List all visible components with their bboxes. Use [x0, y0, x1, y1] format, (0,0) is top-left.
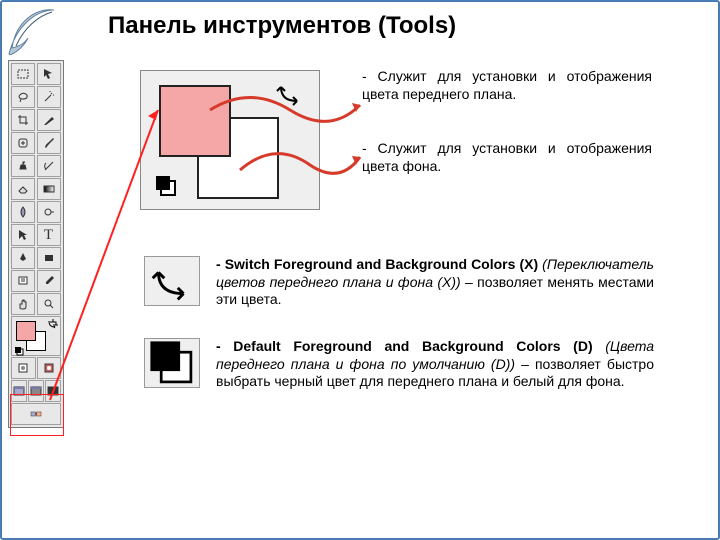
- lasso-tool[interactable]: [11, 86, 35, 108]
- screen-full-menu[interactable]: [28, 380, 44, 402]
- desc-background: - Служит для установки и отображения цве…: [362, 140, 652, 175]
- desc-default: - Default Foreground and Background Colo…: [216, 338, 654, 391]
- page-title: Панель инструментов (Tools): [108, 12, 456, 40]
- feather-logo: [6, 6, 60, 56]
- clone-stamp[interactable]: [11, 155, 35, 177]
- desc-swap: - Switch Foreground and Background Color…: [216, 256, 654, 309]
- color-well-enlarged: [140, 70, 320, 210]
- screen-std[interactable]: [11, 380, 27, 402]
- pen-tool[interactable]: [11, 247, 35, 269]
- notes-tool[interactable]: [11, 270, 35, 292]
- type-tool[interactable]: T: [37, 224, 61, 246]
- desc-foreground: - Служит для установки и отображения цве…: [362, 68, 652, 103]
- hand-tool[interactable]: [11, 293, 35, 315]
- default-icon-figure: [144, 338, 200, 388]
- zoom-tool[interactable]: [37, 293, 61, 315]
- default-colors-icon[interactable]: [14, 343, 24, 353]
- eyedropper[interactable]: [37, 270, 61, 292]
- move-tool[interactable]: [37, 63, 61, 85]
- dodge-tool[interactable]: [37, 201, 61, 223]
- magic-wand[interactable]: [37, 86, 61, 108]
- desc-default-bold: - Default Foreground and Background Colo…: [216, 338, 593, 354]
- foreground-swatch[interactable]: [16, 321, 36, 341]
- default-icon-large: [153, 173, 179, 199]
- healing-brush[interactable]: [11, 132, 35, 154]
- shape-tool[interactable]: [37, 247, 61, 269]
- history-brush[interactable]: [37, 155, 61, 177]
- eraser-tool[interactable]: [11, 178, 35, 200]
- jump-to-ir[interactable]: [11, 403, 61, 425]
- slice-tool[interactable]: [37, 109, 61, 131]
- swap-icon-figure: [144, 256, 200, 306]
- standard-mode[interactable]: [11, 357, 36, 379]
- crop-tool[interactable]: [11, 109, 35, 131]
- screen-full[interactable]: [45, 380, 61, 402]
- fg-swatch-large: [159, 85, 231, 157]
- path-select[interactable]: [11, 224, 35, 246]
- tools-panel: T: [8, 60, 64, 428]
- quickmask-mode[interactable]: [37, 357, 62, 379]
- swap-colors-icon[interactable]: [48, 319, 58, 329]
- swap-icon-large: [275, 79, 305, 109]
- blur-tool[interactable]: [11, 201, 35, 223]
- desc-swap-bold: - Switch Foreground and Background Color…: [216, 256, 538, 272]
- brush-tool[interactable]: [37, 132, 61, 154]
- color-well: [11, 316, 61, 356]
- gradient-tool[interactable]: [37, 178, 61, 200]
- rect-marquee[interactable]: [11, 63, 35, 85]
